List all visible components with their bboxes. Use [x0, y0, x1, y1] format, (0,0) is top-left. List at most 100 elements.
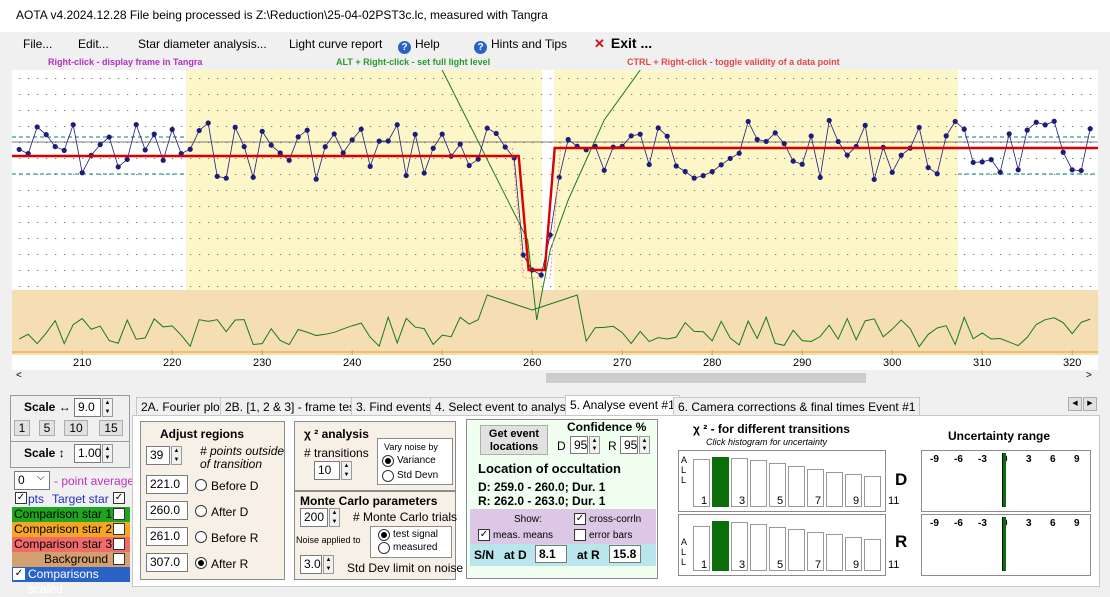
histogram-bar[interactable]: [693, 459, 710, 507]
grid-dot: [937, 238, 939, 239]
tab-select-event[interactable]: 4. Select event to analyse: [430, 397, 578, 415]
histogram-bar[interactable]: [807, 532, 824, 571]
confidence-d-spinner[interactable]: ▲ ▼: [589, 436, 600, 454]
confidence-d-input[interactable]: 95: [570, 436, 588, 454]
histogram-bar[interactable]: [731, 522, 748, 571]
comp2-checkbox[interactable]: [113, 523, 125, 535]
chevron-down-icon[interactable]: ⌵: [37, 472, 45, 483]
after-d-radio[interactable]: [195, 505, 207, 517]
grid-dot: [487, 142, 489, 143]
menu-edit[interactable]: Edit...: [78, 37, 109, 51]
grid-dot: [424, 94, 426, 95]
confidence-r-spinner[interactable]: ▲ ▼: [639, 436, 650, 454]
scale-15-button[interactable]: 15: [99, 420, 123, 436]
tab-find-events[interactable]: 3. Find events: [351, 397, 437, 415]
grid-dot: [478, 174, 480, 175]
tab-camera-corrections[interactable]: 6. Camera corrections & final times Even…: [673, 397, 921, 415]
points-outside-input[interactable]: 39: [146, 446, 170, 465]
histogram-bar[interactable]: [864, 539, 881, 571]
grid-dot: [181, 238, 183, 239]
menu-hints[interactable]: ? Hints and Tips: [474, 37, 567, 54]
tab-scroll-left-icon[interactable]: ◀: [1068, 397, 1082, 411]
scale-v-input[interactable]: 1.00: [74, 444, 101, 463]
tab-fourier[interactable]: 2A. Fourier plot: [136, 397, 229, 415]
histogram-bar[interactable]: [693, 526, 710, 571]
scale-v-spinner[interactable]: ▲ ▼: [102, 444, 113, 463]
tab-analyse-event[interactable]: 5. Analyse event #1: [565, 395, 680, 415]
grid-dot: [487, 158, 489, 159]
after-r-radio[interactable]: [195, 557, 207, 569]
grid-dot: [1000, 94, 1002, 95]
grid-dot: [451, 78, 453, 79]
grid-dot: [226, 94, 228, 95]
menu-star-diameter[interactable]: Star diameter analysis...: [138, 37, 267, 51]
scale-5-button[interactable]: 5: [39, 420, 55, 436]
menu-help[interactable]: ? Help: [398, 37, 440, 54]
monte-carlo-trials-input[interactable]: 200: [300, 508, 328, 527]
cross-corrln-checkbox[interactable]: ✓: [574, 513, 586, 525]
grid-dot: [334, 94, 336, 95]
scroll-left-icon[interactable]: <: [16, 370, 22, 381]
error-bars-checkbox[interactable]: [574, 529, 586, 541]
histogram-bar[interactable]: [731, 458, 748, 507]
menu-exit[interactable]: ✕ Exit ...: [594, 35, 652, 52]
meas-means-checkbox[interactable]: ✓: [478, 529, 490, 541]
histogram-bar[interactable]: [750, 460, 767, 507]
variance-radio[interactable]: [382, 455, 394, 467]
tab-frame-test[interactable]: 2B. [1, 2 & 3] - frame test: [220, 397, 364, 415]
comps-scaled-checkbox[interactable]: ✓: [13, 568, 25, 580]
plot-horizontal-scrollbar[interactable]: < >: [12, 370, 1098, 386]
tab-scroll-right-icon[interactable]: ▶: [1083, 397, 1097, 411]
monte-carlo-trials-spinner[interactable]: ▲ ▼: [329, 508, 340, 527]
histogram-bar[interactable]: [769, 463, 786, 507]
scroll-right-icon[interactable]: >: [1086, 370, 1092, 381]
before-r-radio[interactable]: [195, 531, 207, 543]
std-limit-spinner[interactable]: ▲ ▼: [323, 555, 334, 574]
histogram-bar[interactable]: [826, 472, 843, 507]
std-devn-radio[interactable]: [382, 470, 394, 482]
grid-dot: [919, 190, 921, 191]
histogram-bar[interactable]: [845, 537, 862, 571]
histogram-bar[interactable]: [769, 527, 786, 571]
histogram-bar[interactable]: [788, 529, 805, 571]
target-star-checkbox[interactable]: ✓: [113, 492, 125, 504]
get-event-locations-button[interactable]: Get event locations: [480, 425, 548, 455]
std-limit-input[interactable]: 3.0: [300, 555, 322, 574]
data-point: [241, 144, 247, 150]
background-checkbox[interactable]: [113, 553, 125, 565]
light-curve-plot[interactable]: 210 220 230 240 250 260 270 280 290 300 310 320: [12, 70, 1098, 370]
scale-10-button[interactable]: 10: [64, 420, 88, 436]
scale-h-spinner[interactable]: ▲ ▼: [102, 398, 113, 417]
pts-checkbox[interactable]: ✓: [15, 492, 27, 504]
histogram-r[interactable]: A L L 1 3 5 7 9 11: [678, 514, 899, 576]
grid-dot: [721, 222, 723, 223]
points-outside-spinner[interactable]: ▲ ▼: [171, 446, 182, 465]
histogram-bar[interactable]: [712, 457, 729, 507]
menu-file[interactable]: File...: [23, 37, 53, 51]
comp1-checkbox[interactable]: [113, 508, 125, 520]
histogram-bar[interactable]: [864, 476, 881, 507]
histogram-bar[interactable]: [826, 534, 843, 571]
measured-radio[interactable]: [378, 542, 390, 554]
grid-dot: [370, 174, 372, 175]
transitions-input[interactable]: 10: [314, 461, 340, 480]
grid-dot: [145, 206, 147, 207]
histogram-bar[interactable]: [845, 474, 862, 507]
grid-dot: [469, 110, 471, 111]
histogram-bar[interactable]: [712, 521, 729, 571]
scroll-thumb[interactable]: [546, 373, 866, 383]
scale-h-input[interactable]: 9.0: [74, 398, 101, 417]
histogram-bar[interactable]: [750, 524, 767, 571]
histogram-bar[interactable]: [788, 466, 805, 507]
menu-light-curve-report[interactable]: Light curve report: [289, 37, 383, 51]
comp3-checkbox[interactable]: [113, 538, 125, 550]
histogram-d[interactable]: A L L 1 3 5 7 9 11: [678, 450, 899, 512]
histogram-bar[interactable]: [807, 469, 824, 507]
scale-1-button[interactable]: 1: [14, 420, 30, 436]
point-average-select[interactable]: 0: [14, 471, 50, 490]
confidence-r-input[interactable]: 95: [620, 436, 638, 454]
grid-dot: [550, 78, 552, 79]
transitions-spinner[interactable]: ▲ ▼: [341, 461, 352, 480]
before-d-radio[interactable]: [195, 479, 207, 491]
test-signal-radio[interactable]: [378, 529, 390, 541]
